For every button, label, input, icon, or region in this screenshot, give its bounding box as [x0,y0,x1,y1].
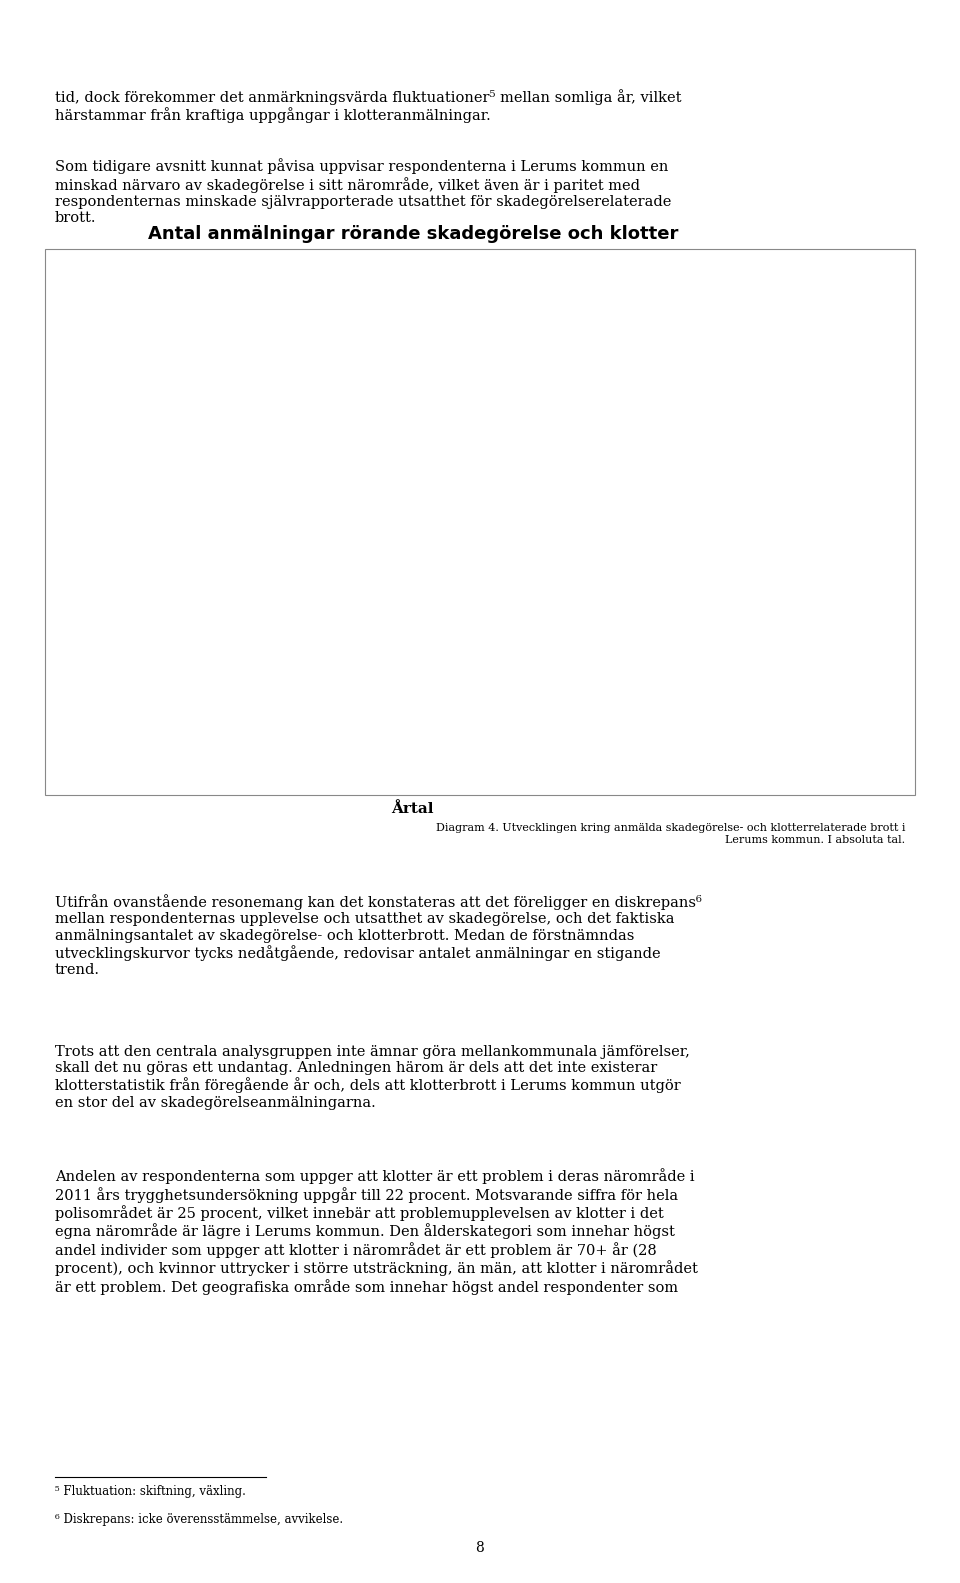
Klotter [179,735,190,754]
Skadegörelse [670,457,682,476]
Text: Diagram 4. Utvecklingen kring anmälda skadegörelse- och klotterrelaterade brott : Diagram 4. Utvecklingen kring anmälda sk… [436,823,905,845]
Skadegörelse [572,321,584,340]
Text: Antal anmälningar rörande skadegörelse och klotter: Antal anmälningar rörande skadegörelse o… [148,225,678,244]
Text: Andelen av respondenterna som uppger att klotter är ett problem i deras närområd: Andelen av respondenterna som uppger att… [55,1168,698,1295]
Legend: Skadegörelse, Klotter: Skadegörelse, Klotter [740,488,891,533]
Text: Trots att den centrala analysgruppen inte ämnar göra mellankommunala jämförelser: Trots att den centrala analysgruppen int… [55,1045,689,1110]
Skadegörelse [522,339,534,358]
Skadegörelse [130,571,141,590]
Line: Skadegörelse: Skadegörelse [131,326,680,586]
Klotter [228,752,239,771]
Skadegörelse [228,554,239,573]
Klotter [522,632,534,651]
X-axis label: Årtal: Årtal [392,803,434,815]
Klotter [424,611,436,630]
Text: Som tidigare avsnitt kunnat påvisa uppvisar respondenterna i Lerums kommun en
mi: Som tidigare avsnitt kunnat påvisa uppvi… [55,158,671,225]
Klotter [276,655,288,674]
Text: tid, dock förekommer det anmärkningsvärda fluktuationer⁵ mellan somliga år, vilk: tid, dock förekommer det anmärkningsvärd… [55,89,682,123]
Text: ⁵ Fluktuation: skiftning, växling.: ⁵ Fluktuation: skiftning, växling. [55,1485,246,1498]
Skadegörelse [276,541,288,560]
Skadegörelse [473,502,485,521]
Text: ⁶ Diskrepans: icke överensstämmelse, avvikelse.: ⁶ Diskrepans: icke överensstämmelse, avv… [55,1513,343,1526]
Klotter [572,364,584,383]
Skadegörelse [424,532,436,551]
Klotter [375,595,387,614]
Skadegörelse [621,391,633,410]
Klotter [325,499,337,518]
Klotter [130,752,141,771]
Text: Utifrån ovanstående resonemang kan det konstateras att det föreligger en diskrep: Utifrån ovanstående resonemang kan det k… [55,894,702,977]
Y-axis label: Antal: Antal [54,514,68,554]
Klotter [621,465,633,484]
Skadegörelse [375,442,387,461]
Skadegörelse [325,405,337,424]
Text: 8: 8 [475,1540,485,1555]
Line: Klotter: Klotter [131,370,680,765]
Skadegörelse [179,545,190,564]
Klotter [473,602,485,621]
Klotter [670,628,682,647]
